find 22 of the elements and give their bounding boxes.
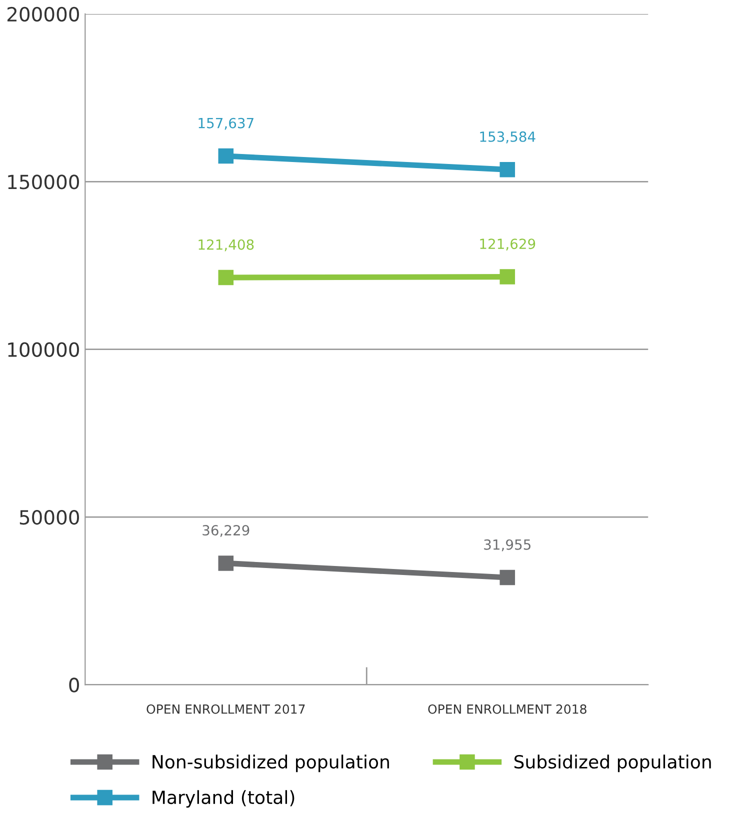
x-tick-label: OPEN ENROLLMENT 2017: [146, 704, 305, 714]
point: [500, 570, 516, 586]
data-label: 121,408: [198, 239, 254, 252]
legend-label: Maryland (total): [152, 790, 294, 808]
y-tick-label: 150000: [8, 174, 79, 190]
point: [218, 270, 234, 286]
data-label: 153,584: [480, 131, 536, 144]
y-tick-label: 50000: [20, 510, 79, 525]
x-tick-label: OPEN ENROLLMENT 2018: [428, 704, 586, 714]
y-tick-label: 0: [69, 678, 79, 692]
data-label: 157,637: [198, 118, 254, 130]
legend-label: Subsidized population: [514, 754, 711, 772]
point: [500, 269, 516, 284]
data-label: 36,229: [202, 525, 250, 537]
data-label: 31,955: [484, 539, 530, 552]
legend-label: Non-subsidized population: [152, 754, 389, 772]
point: [218, 556, 234, 571]
y-tick-label: 200000: [7, 6, 79, 22]
point: [500, 162, 516, 178]
point: [218, 148, 234, 164]
data-label: 121,629: [480, 238, 536, 251]
y-tick-label: 100000: [8, 342, 79, 357]
